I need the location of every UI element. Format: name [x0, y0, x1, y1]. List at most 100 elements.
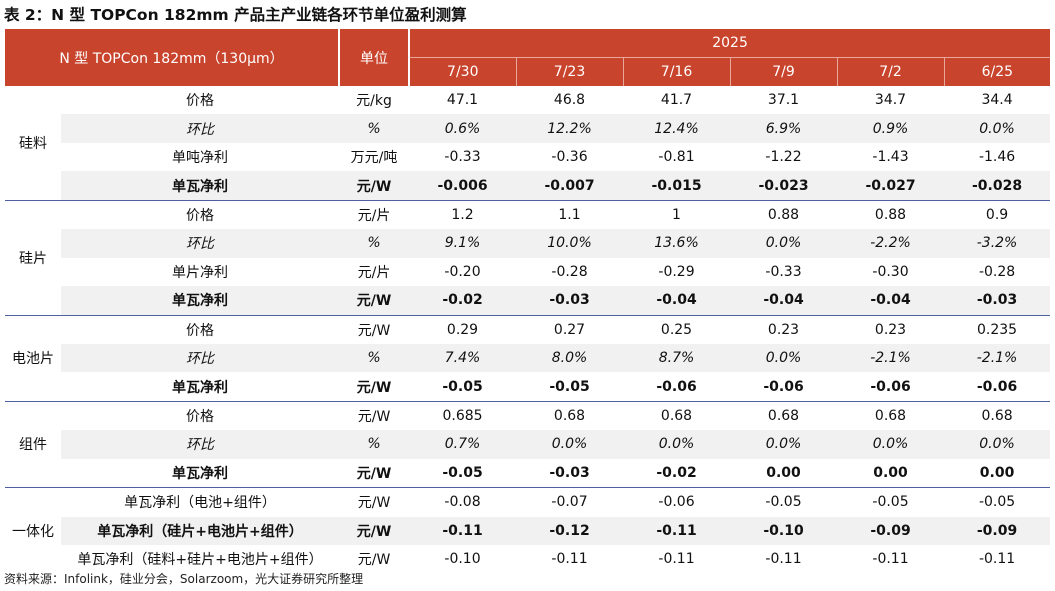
value-cell: -0.06: [730, 372, 838, 402]
metric-label: 单片净利: [172, 264, 228, 281]
table-row: 环比% 0.7% 0.0% 0.0% 0.0% 0.0% 0.0%: [5, 430, 1051, 459]
value-cell: 12.4%: [623, 114, 731, 143]
value-cell: 0.0%: [730, 229, 838, 258]
value-cell: -0.05: [730, 487, 838, 517]
date-header: 6/25: [944, 57, 1051, 86]
value-cell: -0.027: [837, 171, 945, 201]
date-header: 7/2: [837, 57, 945, 86]
value-cell: -0.81: [658, 149, 695, 166]
value-cell: 34.7: [874, 92, 907, 109]
metric-label: 环比: [61, 229, 340, 258]
table-row: 单吨净利 万元/吨 -0.33 -0.36 -0.81 -1.22 -1.43 -1.46: [5, 143, 1050, 171]
value-cell: 12.2%: [516, 114, 624, 143]
date-header: 7/30: [409, 57, 517, 86]
item-header: N 型 TOPCon 182mm（130μm）: [5, 29, 341, 86]
value-cell: -0.11: [409, 516, 517, 545]
table-row: 环比% 7.4% 8.0% 8.7% 0.0% -2.1% -2.1%: [5, 343, 1051, 373]
value-cell: -0.02: [409, 286, 517, 316]
value-cell: 0.0%: [516, 430, 624, 459]
value-cell: 1.1: [516, 199, 624, 230]
value-cell: 8.0%: [516, 343, 624, 373]
unit-cell: %: [339, 229, 410, 258]
metric-label: 价格: [186, 93, 214, 110]
unit-cell: 元/片: [357, 264, 391, 281]
value-cell: 0.235: [944, 314, 1051, 344]
value-cell: -3.2%: [944, 229, 1051, 258]
year-header: 2025: [409, 29, 1051, 58]
value-cell: -0.05: [516, 372, 624, 402]
value-cell: -0.03: [516, 286, 624, 316]
value-cell: -0.30: [872, 263, 909, 280]
value-cell: 0.68: [516, 400, 624, 431]
value-cell: 37.1: [767, 92, 800, 109]
unit-header: 单位: [339, 29, 411, 86]
value-cell: -2.1%: [944, 343, 1051, 373]
value-cell: 0.88: [730, 199, 838, 230]
value-cell: 0.00: [837, 458, 945, 489]
table-row: 一体化 单瓦净利（电池+组件） 元/W -0.08 -0.07 -0.06 -0.05 -0.…: [5, 487, 1051, 574]
value-cell: 0.23: [730, 314, 838, 344]
value-cell: 0.685: [409, 400, 517, 431]
value-cell: -0.20: [444, 263, 481, 280]
value-cell: -0.06: [837, 372, 945, 402]
value-cell: 0.0%: [944, 114, 1051, 143]
value-cell: -0.11: [765, 551, 802, 568]
value-cell: 0.0%: [944, 430, 1051, 459]
value-cell: 0.88: [837, 199, 945, 230]
value-cell: 0.9: [944, 199, 1051, 230]
value-cell: 0.00: [730, 458, 838, 489]
table-row: 硅片 价格 元/片 1.2 1.1 1 0.88 0.88 0.9: [5, 199, 1051, 315]
value-cell: -0.02: [623, 458, 731, 489]
table-header: N 型 TOPCon 182mm（130μm） 单位 2025 7/30 7/23…: [5, 29, 1051, 86]
table-row: 单瓦净利 元/W -0.05 -0.03 -0.02 0.00 0.00 0.00: [5, 458, 1051, 489]
table-row: 组件 价格 元/W 0.685 0.68 0.68 0.68 0.68 0.68: [5, 400, 1051, 488]
value-cell: -1.22: [765, 149, 802, 166]
unit-cell: 万元/吨: [350, 150, 398, 167]
unit-cell: %: [339, 343, 410, 373]
value-cell: -1.43: [872, 149, 909, 166]
unit-cell: 元/W: [339, 400, 410, 431]
value-cell: -0.29: [658, 263, 695, 280]
group-label: 硅料: [5, 86, 61, 201]
table-row: 环比% 9.1% 10.0% 13.6% 0.0% -2.2% -3.2%: [5, 229, 1051, 258]
value-cell: 0.0%: [730, 343, 838, 373]
value-cell: 1: [623, 199, 731, 230]
value-cell: 0.0%: [623, 430, 731, 459]
group-label: 一体化: [5, 487, 61, 574]
metric-label: 价格: [61, 314, 340, 344]
value-cell: 0.68: [944, 400, 1051, 431]
group-label: 硅片: [5, 199, 61, 315]
value-cell: 0.27: [516, 314, 624, 344]
value-cell: -0.04: [623, 286, 731, 316]
metric-label: 单瓦净利: [61, 286, 340, 316]
date-header: 7/16: [623, 57, 731, 86]
metric-label: 单瓦净利（硅片+电池片+组件）: [61, 516, 340, 545]
table-row: 单瓦净利（硅料+硅片+电池片+组件） 元/W -0.10 -0.11 -0.11 -0.1…: [5, 545, 1050, 573]
value-cell: 0.6%: [409, 114, 517, 143]
unit-cell: 元/W: [339, 487, 410, 517]
value-cell: 0.7%: [409, 430, 517, 459]
value-cell: 0.23: [837, 314, 945, 344]
value-cell: -0.11: [658, 551, 695, 568]
value-cell: 0.29: [409, 314, 517, 344]
table-row: 硅料 价格 元/kg 47.1 46.8 41.7 37.1 34.7 34.4: [5, 86, 1050, 201]
unit-cell: 元/W: [339, 516, 410, 545]
value-cell: 13.6%: [623, 229, 731, 258]
value-cell: -0.007: [516, 171, 624, 201]
value-cell: 1.2: [409, 199, 517, 230]
unit-cell: 元/W: [339, 171, 410, 201]
value-cell: -0.05: [837, 487, 945, 517]
metric-label: 价格: [61, 400, 340, 431]
value-cell: -0.04: [837, 286, 945, 316]
metric-label: 单瓦净利（电池+组件）: [61, 487, 340, 517]
table-title: 表 2：N 型 TOPCon 182mm 产品主产业链各环节单位盈利测算: [4, 6, 467, 24]
date-header: 7/23: [516, 57, 624, 86]
value-cell: -2.1%: [837, 343, 945, 373]
unit-cell: 元/kg: [356, 93, 392, 110]
value-cell: -0.12: [516, 516, 624, 545]
profit-table: N 型 TOPCon 182mm（130μm） 单位 2025 7/30 7/23…: [5, 29, 1051, 574]
metric-label: 环比: [61, 114, 340, 143]
value-cell: -0.09: [944, 516, 1051, 545]
value-cell: -2.2%: [837, 229, 945, 258]
unit-cell: 元/W: [339, 458, 410, 489]
